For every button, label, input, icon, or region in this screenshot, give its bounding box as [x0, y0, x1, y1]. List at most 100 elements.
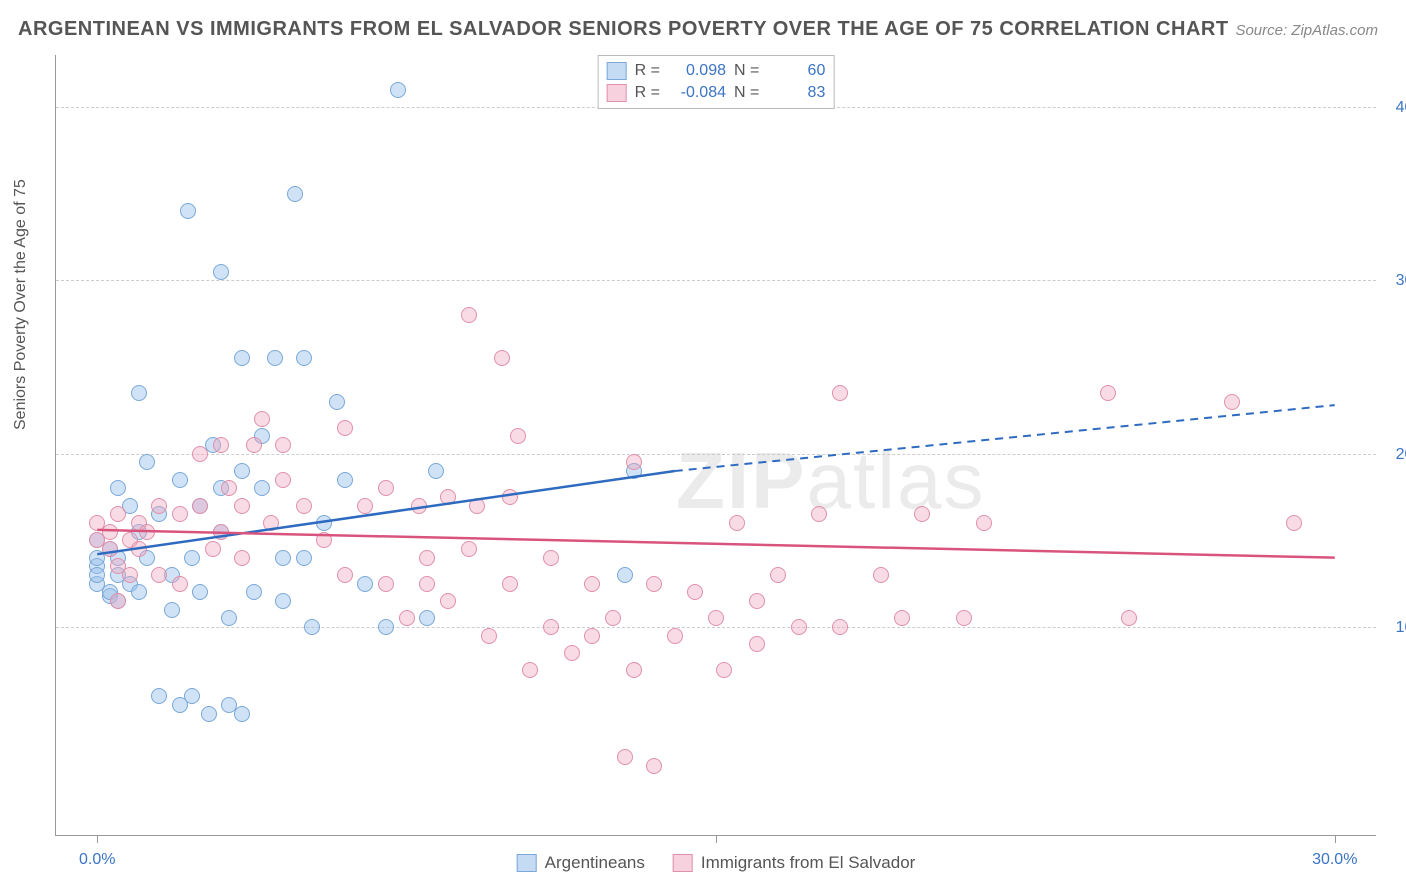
ytick-label: 10.0%	[1396, 619, 1406, 637]
scatter-point	[894, 610, 910, 626]
scatter-point	[956, 610, 972, 626]
legend-row-a: R = 0.098 N = 60	[607, 60, 826, 82]
scatter-point	[976, 515, 992, 531]
scatter-point	[605, 610, 621, 626]
plot-area: ZIPatlas 10.0%20.0%30.0%40.0%0.0%30.0% R…	[55, 55, 1376, 836]
series-a-label: Argentineans	[545, 853, 645, 873]
scatter-point	[296, 498, 312, 514]
scatter-point	[164, 602, 180, 618]
scatter-point	[267, 350, 283, 366]
scatter-point	[440, 593, 456, 609]
scatter-point	[213, 437, 229, 453]
scatter-point	[275, 472, 291, 488]
xtick	[716, 835, 717, 843]
n-value-b: 83	[767, 84, 825, 102]
scatter-point	[687, 584, 703, 600]
scatter-point	[296, 350, 312, 366]
scatter-point	[213, 264, 229, 280]
xtick	[97, 835, 98, 843]
grid-line: 20.0%	[56, 454, 1376, 455]
watermark-bold: ZIP	[676, 436, 806, 525]
swatch-b-icon	[673, 854, 693, 872]
scatter-point	[139, 454, 155, 470]
scatter-point	[419, 610, 435, 626]
scatter-point	[770, 567, 786, 583]
scatter-point	[708, 610, 724, 626]
scatter-point	[234, 463, 250, 479]
legend-correlation: R = 0.098 N = 60 R = -0.084 N = 83	[598, 55, 835, 109]
scatter-point	[522, 662, 538, 678]
scatter-point	[716, 662, 732, 678]
scatter-point	[502, 576, 518, 592]
scatter-point	[461, 541, 477, 557]
swatch-b-icon	[607, 84, 627, 102]
scatter-point	[287, 186, 303, 202]
scatter-point	[510, 428, 526, 444]
scatter-point	[667, 628, 683, 644]
scatter-point	[617, 567, 633, 583]
scatter-point	[411, 498, 427, 514]
scatter-point	[832, 385, 848, 401]
scatter-point	[316, 515, 332, 531]
n-value-a: 60	[767, 62, 825, 80]
ytick-label: 30.0%	[1396, 272, 1406, 290]
scatter-point	[180, 203, 196, 219]
scatter-point	[275, 437, 291, 453]
grid-line: 10.0%	[56, 627, 1376, 628]
scatter-point	[172, 472, 188, 488]
legend-item-b: Immigrants from El Salvador	[673, 853, 915, 873]
swatch-a-icon	[517, 854, 537, 872]
xtick-label: 30.0%	[1312, 851, 1357, 869]
ytick-label: 40.0%	[1396, 99, 1406, 117]
scatter-point	[184, 550, 200, 566]
legend-series: Argentineans Immigrants from El Salvador	[517, 853, 916, 873]
scatter-point	[234, 550, 250, 566]
scatter-point	[110, 506, 126, 522]
scatter-point	[246, 584, 262, 600]
scatter-point	[246, 437, 262, 453]
scatter-point	[646, 758, 662, 774]
scatter-point	[234, 498, 250, 514]
scatter-point	[729, 515, 745, 531]
scatter-point	[1224, 394, 1240, 410]
scatter-point	[89, 567, 105, 583]
scatter-point	[275, 550, 291, 566]
scatter-point	[399, 610, 415, 626]
scatter-point	[357, 498, 373, 514]
scatter-point	[584, 628, 600, 644]
scatter-point	[337, 472, 353, 488]
scatter-point	[749, 593, 765, 609]
scatter-point	[378, 576, 394, 592]
scatter-point	[234, 350, 250, 366]
scatter-point	[469, 498, 485, 514]
xtick	[1335, 835, 1336, 843]
scatter-point	[296, 550, 312, 566]
r-label: R =	[635, 84, 660, 102]
legend-row-b: R = -0.084 N = 83	[607, 82, 826, 104]
scatter-point	[749, 636, 765, 652]
y-axis-label: Seniors Poverty Over the Age of 75	[12, 179, 30, 430]
scatter-point	[543, 619, 559, 635]
scatter-point	[275, 593, 291, 609]
scatter-point	[543, 550, 559, 566]
r-value-a: 0.098	[668, 62, 726, 80]
scatter-point	[192, 446, 208, 462]
scatter-point	[564, 645, 580, 661]
scatter-point	[304, 619, 320, 635]
scatter-point	[832, 619, 848, 635]
scatter-point	[151, 567, 167, 583]
scatter-point	[131, 385, 147, 401]
scatter-point	[428, 463, 444, 479]
scatter-point	[1121, 610, 1137, 626]
scatter-point	[584, 576, 600, 592]
scatter-point	[172, 576, 188, 592]
scatter-point	[494, 350, 510, 366]
scatter-point	[201, 706, 217, 722]
scatter-point	[390, 82, 406, 98]
watermark: ZIPatlas	[676, 435, 985, 527]
n-label: N =	[734, 84, 759, 102]
source-label: Source: ZipAtlas.com	[1235, 22, 1378, 39]
scatter-point	[337, 567, 353, 583]
series-b-label: Immigrants from El Salvador	[701, 853, 915, 873]
watermark-rest: atlas	[806, 436, 985, 525]
